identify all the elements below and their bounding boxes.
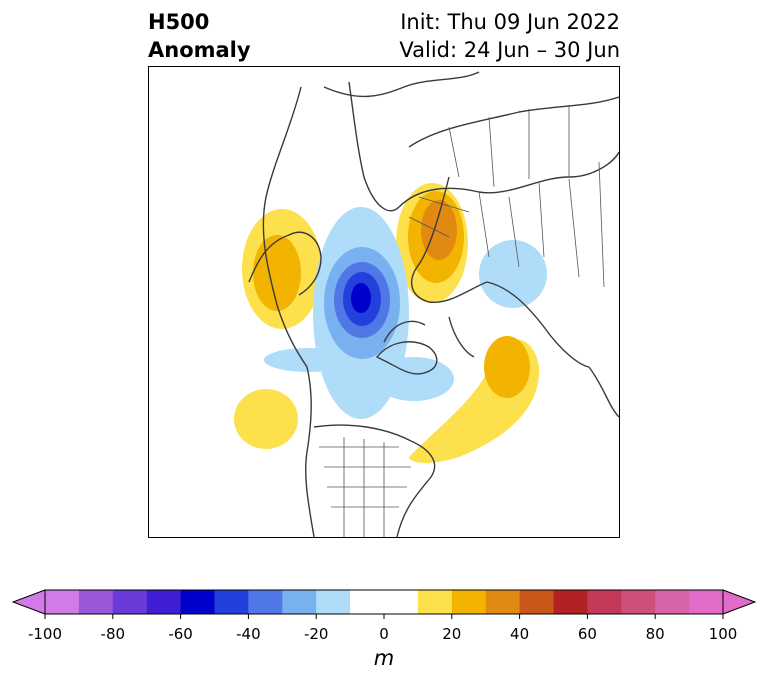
colorbar-cells [45, 590, 724, 614]
title-line-2: Anomaly [148, 38, 251, 62]
trough-arctic-tail [264, 348, 354, 372]
colorbar-cell [146, 590, 182, 614]
colorbar-cell [655, 590, 690, 614]
colorbar-cell [78, 590, 114, 614]
colorbar-cell [621, 590, 656, 614]
colorbar-cell [350, 590, 385, 614]
colorbar-tick-label: 40 [510, 625, 530, 643]
colorbar-tick-label: -60 [168, 625, 193, 643]
colorbar-cell [417, 590, 453, 614]
colorbar-cell [451, 590, 487, 614]
ridge-atlantic-inner [484, 336, 530, 398]
colorbar-tick-label: -20 [303, 625, 329, 643]
coastlines [248, 71, 619, 537]
anomaly-map [148, 66, 620, 538]
ridge-alaska-inner [253, 235, 301, 311]
colorbar-cell [180, 590, 215, 614]
anomaly-shading [234, 183, 547, 463]
ridge-pacific [234, 389, 298, 449]
colorbar-cell [282, 590, 317, 614]
ridge-scandinavia-inner [421, 200, 457, 260]
colorbar-max-extension [722, 589, 757, 615]
colorbar-cell [587, 590, 622, 614]
trough-arctic-east [374, 357, 454, 401]
valid-range: Valid: 24 Jun – 30 Jun [399, 38, 620, 62]
colorbar-ticks [44, 614, 724, 619]
colorbar-cell [485, 590, 521, 614]
colorbar-tick-label: -80 [100, 625, 126, 643]
colorbar-cell [384, 590, 419, 614]
colorbar-cell [689, 590, 724, 614]
colorbar-cell [45, 590, 80, 614]
title-line-1: H500 [148, 10, 210, 34]
colorbar-tick-label: 60 [577, 625, 597, 643]
colorbar-tick-label: 20 [442, 625, 462, 643]
colorbar [11, 589, 757, 619]
colorbar-cell [519, 590, 554, 614]
map-canvas [234, 71, 619, 537]
colorbar-tick-label: 80 [645, 625, 665, 643]
colorbar-tick-label: 0 [379, 625, 389, 643]
trough-arctic-core [351, 283, 371, 313]
colorbar-cell [214, 590, 249, 614]
trough-siberia [479, 240, 547, 308]
colorbar-cell [248, 590, 283, 614]
political-borders [319, 105, 605, 537]
init-time: Init: Thu 09 Jun 2022 [400, 10, 620, 34]
colorbar-cell [112, 590, 148, 614]
run-info: Init: Thu 09 Jun 2022 Valid: 24 Jun – 30… [399, 8, 620, 64]
colorbar-cell [553, 590, 588, 614]
colorbar-cell [316, 590, 351, 614]
colorbar-tick-label: 100 [708, 625, 738, 643]
map-title: H500 Anomaly [148, 8, 251, 64]
colorbar-tick-label: -40 [236, 625, 261, 643]
colorbar-min-extension [11, 589, 46, 615]
colorbar-tick-label: -100 [27, 625, 63, 643]
colorbar-unit: m [373, 646, 395, 670]
